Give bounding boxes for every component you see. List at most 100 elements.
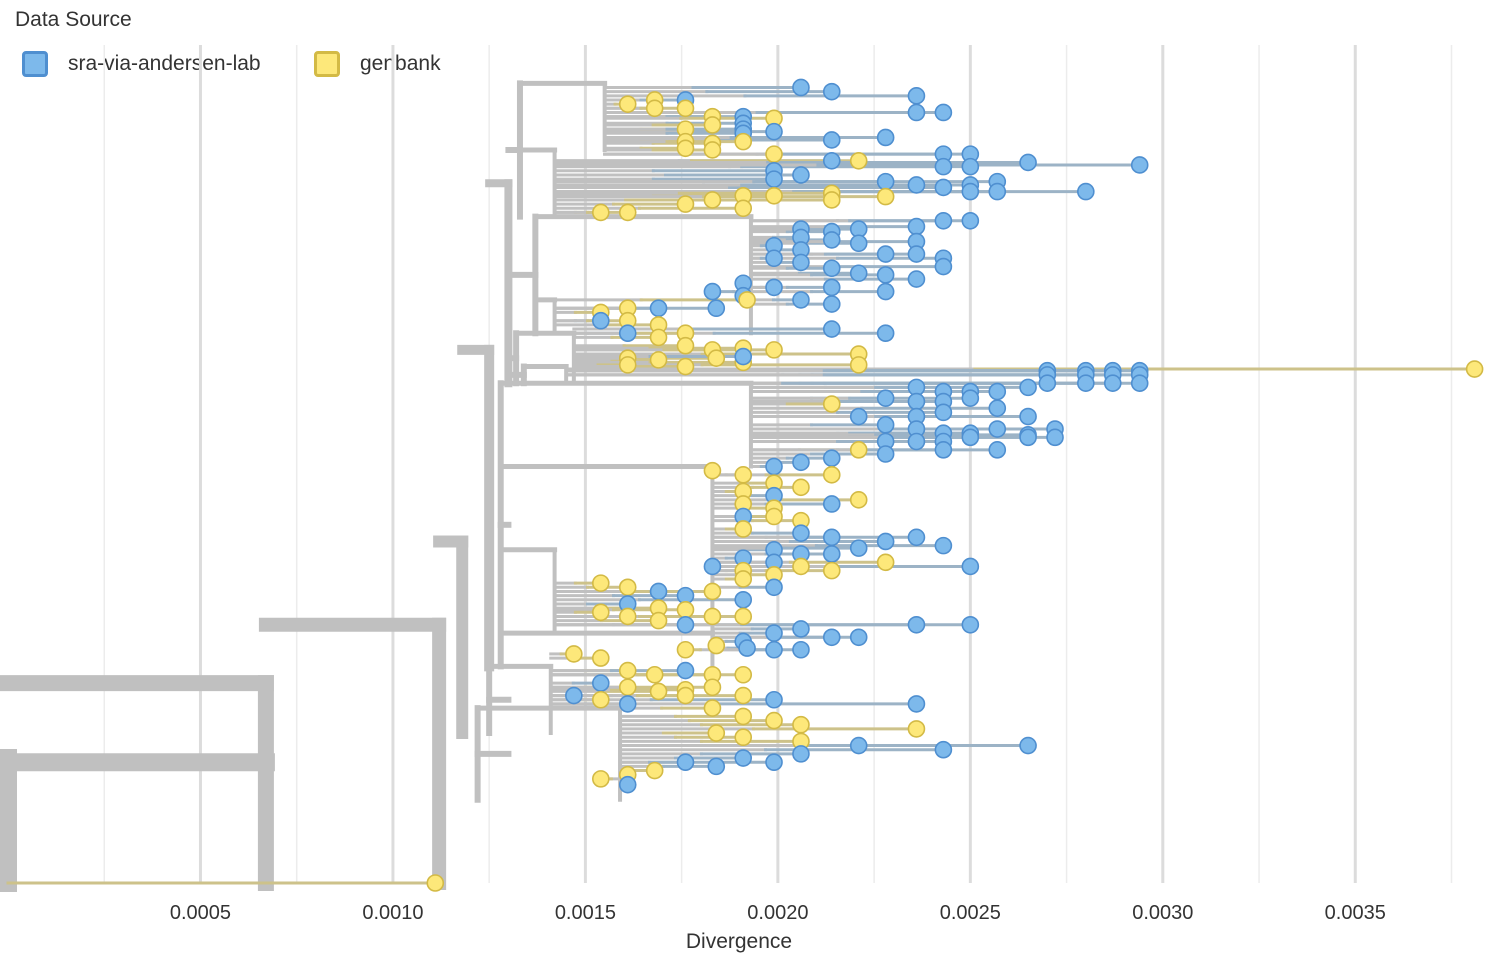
tip-sra[interactable] (907, 87, 926, 105)
tip-sra[interactable] (565, 686, 583, 705)
tip-sra[interactable] (792, 453, 810, 472)
tip-sra[interactable] (907, 270, 926, 288)
tip-genbank[interactable] (765, 341, 783, 359)
tip-sra[interactable] (792, 640, 810, 659)
tip-sra[interactable] (676, 615, 695, 634)
tip-sra[interactable] (876, 389, 895, 407)
tip-sra[interactable] (961, 557, 980, 576)
tip-genbank[interactable] (591, 203, 610, 222)
tip-sra[interactable] (822, 131, 841, 149)
tip-genbank[interactable] (591, 603, 610, 622)
tip-genbank[interactable] (703, 461, 722, 480)
tip-genbank[interactable] (618, 203, 637, 222)
tip-genbank[interactable] (792, 557, 810, 576)
tip-sra[interactable] (792, 620, 810, 638)
tip-sra[interactable] (1077, 182, 1095, 201)
tip-genbank[interactable] (649, 611, 668, 630)
tip-genbank[interactable] (591, 649, 610, 667)
tip-sra[interactable] (876, 282, 895, 301)
tip-sra[interactable] (703, 557, 722, 576)
tip-sra[interactable] (876, 532, 895, 551)
tip-sra[interactable] (618, 775, 637, 794)
tip-genbank[interactable] (734, 728, 753, 747)
tip-genbank[interactable] (676, 99, 695, 118)
tip-sra[interactable] (765, 170, 783, 188)
tip-sra[interactable] (907, 217, 926, 236)
tip-sra[interactable] (822, 295, 841, 313)
tip-genbank[interactable] (618, 661, 637, 680)
tip-sra[interactable] (822, 528, 841, 547)
tip-sra[interactable] (934, 257, 953, 276)
tip-genbank[interactable] (618, 607, 637, 626)
tip-sra[interactable] (1130, 156, 1149, 174)
tip-sra[interactable] (934, 403, 953, 422)
tip-genbank[interactable] (703, 607, 722, 626)
tip-sra[interactable] (1046, 428, 1064, 447)
tip-sra[interactable] (1019, 407, 1037, 426)
tip-sra[interactable] (765, 624, 783, 642)
tip-genbank[interactable] (849, 356, 868, 374)
tip-genbank[interactable] (565, 645, 583, 663)
tip-sra[interactable] (988, 420, 1007, 438)
tip-genbank[interactable] (734, 686, 753, 705)
tip-sra[interactable] (765, 122, 783, 141)
tip-sra[interactable] (676, 661, 695, 680)
tip-genbank[interactable] (734, 199, 753, 218)
tip-sra[interactable] (618, 695, 637, 713)
tip-sra[interactable] (765, 640, 783, 659)
tip-sra[interactable] (934, 157, 953, 176)
tip-sra[interactable] (961, 389, 980, 407)
tip-genbank[interactable] (676, 357, 695, 376)
tip-genbank[interactable] (649, 682, 668, 701)
tip-sra[interactable] (1130, 374, 1149, 393)
tip-sra[interactable] (1019, 378, 1037, 397)
tip-genbank[interactable] (426, 874, 445, 892)
tip-genbank[interactable] (703, 191, 722, 209)
tip-sra[interactable] (934, 441, 953, 459)
tip-genbank[interactable] (1465, 360, 1484, 378)
tip-genbank[interactable] (676, 139, 695, 158)
tip-sra[interactable] (792, 745, 810, 763)
tip-sra[interactable] (707, 757, 726, 776)
tip-genbank[interactable] (591, 574, 610, 592)
tip-sra[interactable] (765, 457, 783, 476)
tip-sra[interactable] (907, 245, 926, 263)
tip-genbank[interactable] (734, 570, 753, 588)
tip-sra[interactable] (765, 578, 783, 597)
tip-sra[interactable] (822, 278, 841, 297)
tip-sra[interactable] (961, 615, 980, 634)
tip-sra[interactable] (734, 590, 753, 609)
tip-sra[interactable] (707, 299, 726, 318)
tip-genbank[interactable] (591, 770, 610, 788)
tip-genbank[interactable] (792, 478, 810, 497)
tip-sra[interactable] (1019, 153, 1037, 172)
tip-genbank[interactable] (645, 665, 664, 684)
tip-genbank[interactable] (734, 132, 753, 151)
tip-genbank[interactable] (734, 520, 753, 538)
tip-genbank[interactable] (822, 466, 841, 484)
tip-genbank[interactable] (618, 678, 637, 697)
tip-sra[interactable] (934, 211, 953, 230)
tip-sra[interactable] (822, 151, 841, 170)
tip-sra[interactable] (907, 528, 926, 547)
tip-sra[interactable] (849, 628, 868, 647)
tip-genbank[interactable] (703, 678, 722, 697)
tip-sra[interactable] (849, 264, 868, 283)
legend-item-genbank[interactable]: genbank (314, 48, 441, 80)
tip-sra[interactable] (765, 753, 783, 772)
tip-sra[interactable] (849, 407, 868, 426)
tip-genbank[interactable] (676, 600, 695, 619)
tip-sra[interactable] (988, 399, 1007, 417)
tip-genbank[interactable] (792, 715, 810, 734)
tip-sra[interactable] (703, 282, 722, 301)
tip-genbank[interactable] (707, 636, 726, 655)
tip-sra[interactable] (734, 347, 753, 366)
tip-genbank[interactable] (765, 186, 783, 205)
tip-sra[interactable] (618, 324, 637, 343)
tip-genbank[interactable] (649, 351, 668, 369)
tip-sra[interactable] (876, 445, 895, 463)
tip-genbank[interactable] (765, 507, 783, 526)
tip-genbank[interactable] (645, 761, 664, 780)
tip-genbank[interactable] (649, 328, 668, 347)
tip-genbank[interactable] (849, 491, 868, 509)
